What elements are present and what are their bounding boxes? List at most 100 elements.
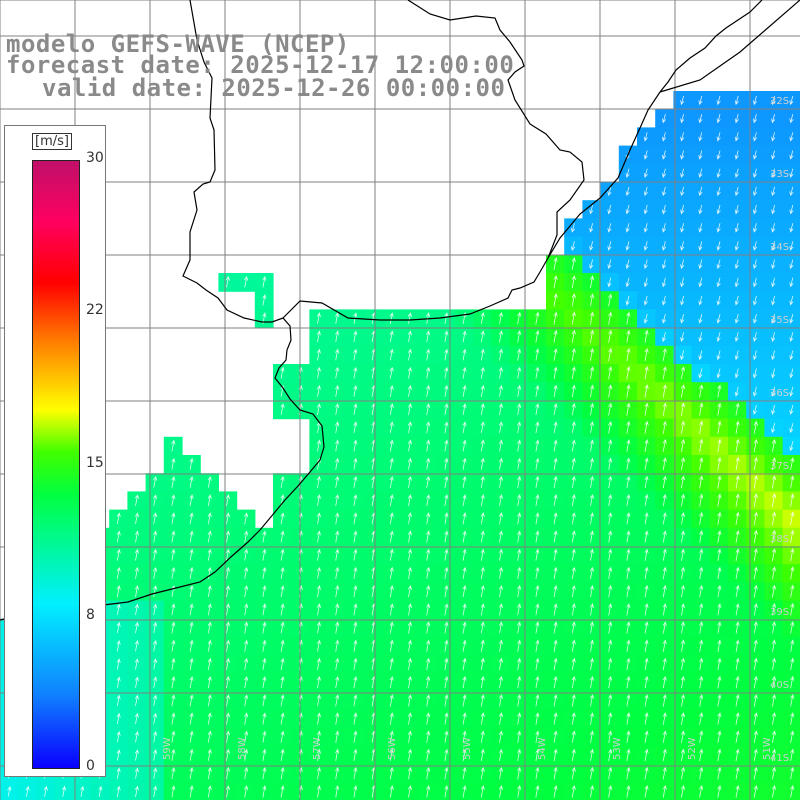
wind-arrow [608,639,613,652]
wind-arrow [753,675,758,689]
wind-arrow [698,259,703,270]
wind-arrow [790,529,795,544]
wind-arrow [789,168,794,178]
wind-arrow [334,512,340,525]
wind-arrow [462,584,467,598]
wind-arrow [116,530,121,543]
wind-arrow [171,730,176,743]
wind-arrow [589,584,594,598]
wind-arrow [589,512,594,525]
wind-arrow [626,402,631,416]
wind-arrow [516,439,522,452]
wind-arrow [680,603,685,616]
colorbar-unit-label: [m/s] [32,133,72,150]
wind-arrow [771,657,776,671]
wind-arrow [225,548,230,561]
wind-arrow [771,566,777,580]
wind-arrow [425,366,431,379]
wind-arrow [571,657,576,671]
wind-arrow [316,348,321,361]
wind-arrow [280,766,285,780]
wind-arrow [607,241,612,251]
wind-arrow [262,566,267,579]
wind-arrow [571,730,576,743]
wind-arrow [553,566,558,579]
wind-arrow [480,493,485,507]
wind-arrow [207,603,212,616]
wind-arrow [407,584,412,598]
wind-arrow [698,95,703,106]
wind-arrow [589,712,594,725]
wind-arrow [262,785,267,798]
wind-arrow [316,675,321,689]
wind-arrow [426,748,431,762]
latitude-label: 40S [770,680,789,691]
wind-arrow [171,657,176,670]
wind-arrow [462,694,467,707]
wind-arrow [699,748,704,762]
wind-arrow [152,785,158,798]
wind-arrow [662,512,667,525]
wind-arrow [680,168,685,178]
wind-arrow [517,748,522,762]
wind-arrow [316,639,321,652]
wind-arrow [517,784,522,798]
wind-arrow [589,457,594,470]
wind-arrow [626,548,631,561]
wind-arrow [280,712,285,725]
wind-arrow [698,150,703,160]
wind-arrow [207,748,212,761]
wind-arrow [535,329,540,343]
wind-arrow [535,493,540,507]
wind-arrow [207,494,212,507]
wind-arrow [389,566,394,579]
wind-arrow [680,475,685,489]
wind-arrow [316,748,321,762]
wind-arrow [444,785,449,798]
wind-arrow [262,712,267,725]
wind-arrow [280,639,285,652]
wind-arrow [589,366,595,380]
wind-arrow [699,730,704,743]
wind-arrow [389,548,394,561]
wind-arrow [735,511,740,525]
wind-arrow [753,332,758,342]
wind-arrow [189,512,194,525]
wind-arrow [189,766,194,780]
wind-arrow [517,457,522,470]
wind-arrow [225,275,230,288]
wind-arrow [389,403,394,416]
wind-arrow [553,512,558,525]
wind-arrow [152,712,158,725]
wind-arrow [643,259,648,270]
wind-arrow [753,241,758,251]
wind-arrow [389,385,394,397]
wind-arrow [589,675,594,689]
wind-arrow [498,730,503,743]
wind-arrow [644,493,649,507]
wind-arrow [662,475,667,489]
wind-arrow [335,621,340,634]
wind-arrow [280,366,285,379]
wind-arrow [207,585,212,598]
wind-arrow [680,530,685,543]
wind-arrow [626,493,631,507]
wind-arrow [389,639,394,652]
wind-arrow [716,113,721,124]
wind-arrow [407,494,412,507]
wind-arrow [353,403,358,415]
wind-arrow [262,621,267,634]
wind-arrow [498,512,503,525]
wind-arrow [789,332,794,342]
wind-arrow [316,657,321,670]
wind-arrow [444,457,449,470]
wind-arrow [589,275,594,289]
wind-arrow [680,95,685,106]
wind-arrow [462,366,467,379]
longitude-label: 54W [537,737,548,760]
wind-arrow [517,603,522,616]
wind-arrow [480,330,485,343]
wind-arrow [716,132,721,142]
wind-arrow [244,785,249,798]
wind-arrow [698,332,703,342]
